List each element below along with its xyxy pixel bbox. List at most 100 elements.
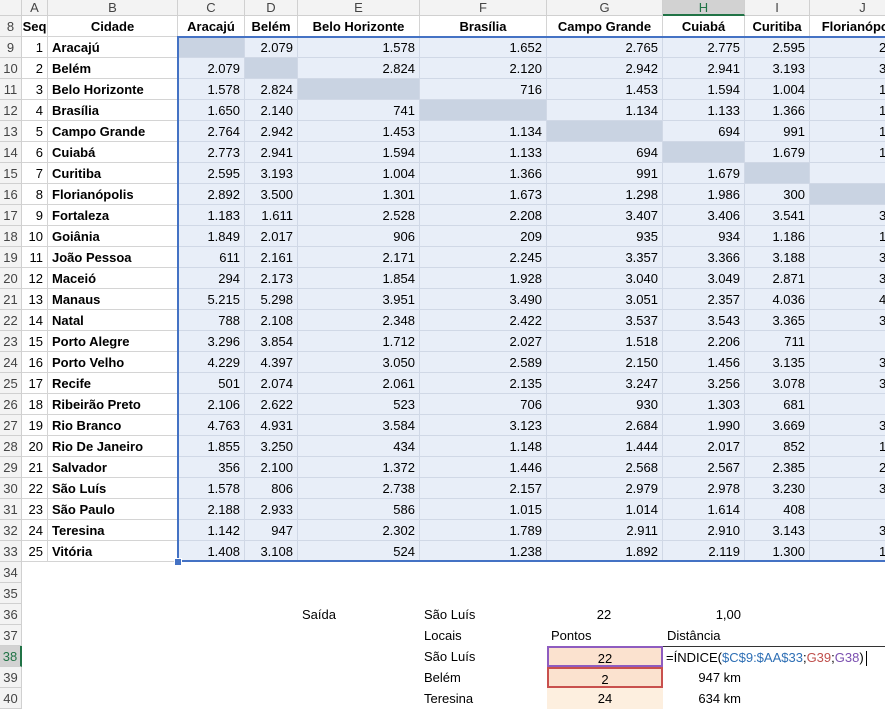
distance-cell: 2.422 xyxy=(420,310,547,331)
distance-cell: 2.595 xyxy=(745,37,810,58)
distance-cell: 1.614 xyxy=(663,499,745,520)
range-selection xyxy=(177,36,885,562)
seq-cell: 12 xyxy=(22,268,48,289)
row-header[interactable]: 38 xyxy=(0,646,22,667)
distance-cell: 930 xyxy=(547,394,663,415)
row-header[interactable]: 19 xyxy=(0,247,22,268)
distance-cell: 1.014 xyxy=(547,499,663,520)
stop-ponto[interactable]: 2 xyxy=(547,667,663,688)
column-header[interactable]: C xyxy=(178,0,245,16)
row-header[interactable]: 26 xyxy=(0,394,22,415)
stop-ponto[interactable]: 24 xyxy=(547,688,663,709)
distance-cell xyxy=(810,331,885,352)
row-header[interactable]: 29 xyxy=(0,457,22,478)
row-header[interactable]: 23 xyxy=(0,331,22,352)
row-header[interactable]: 32 xyxy=(0,520,22,541)
distance-cell: 1.990 xyxy=(663,415,745,436)
city-cell: Rio De Janeiro xyxy=(48,436,178,457)
seq-cell: 10 xyxy=(22,226,48,247)
distance-cell: 2.027 xyxy=(420,331,547,352)
distance-cell: 1.004 xyxy=(298,163,420,184)
row-header[interactable]: 34 xyxy=(0,562,22,583)
stop-ponto[interactable]: 22 xyxy=(547,646,663,667)
row-header[interactable]: 39 xyxy=(0,667,22,688)
column-header[interactable]: A xyxy=(22,0,48,16)
distance-cell: 2.017 xyxy=(663,436,745,457)
row-header[interactable]: 35 xyxy=(0,583,22,604)
row-header[interactable]: 22 xyxy=(0,310,22,331)
column-header[interactable]: G xyxy=(547,0,663,16)
distance-cell: 3.406 xyxy=(663,205,745,226)
column-header[interactable]: D xyxy=(245,0,298,16)
distance-cell: 3.541 xyxy=(745,205,810,226)
distance-cell: 1.444 xyxy=(547,436,663,457)
distance-cell: 2.206 xyxy=(663,331,745,352)
row-header[interactable]: 17 xyxy=(0,205,22,226)
table-header: Cuiabá xyxy=(663,16,745,37)
row-header[interactable]: 21 xyxy=(0,289,22,310)
row-header[interactable]: 16 xyxy=(0,184,22,205)
seq-cell: 20 xyxy=(22,436,48,457)
distance-cell: 2.622 xyxy=(245,394,298,415)
column-header[interactable]: E xyxy=(298,0,420,16)
row-header[interactable]: 9 xyxy=(0,37,22,58)
distance-cell xyxy=(298,79,420,100)
row-header[interactable]: 10 xyxy=(0,58,22,79)
distance-cell: 3.049 xyxy=(663,268,745,289)
row-header[interactable]: 13 xyxy=(0,121,22,142)
distance-cell: 3 xyxy=(810,373,885,394)
city-cell: Teresina xyxy=(48,520,178,541)
row-header[interactable]: 25 xyxy=(0,373,22,394)
row-header[interactable]: 14 xyxy=(0,142,22,163)
row-header[interactable]: 33 xyxy=(0,541,22,562)
formula-cell[interactable]: =ÍNDICE($C$9:$AA$33;G39;G38) xyxy=(663,646,885,667)
row-header[interactable]: 28 xyxy=(0,436,22,457)
distance-cell xyxy=(178,37,245,58)
distance-cell: 294 xyxy=(178,268,245,289)
row-header[interactable]: 40 xyxy=(0,688,22,709)
row-header[interactable]: 8 xyxy=(0,16,22,37)
city-cell: Recife xyxy=(48,373,178,394)
fill-handle xyxy=(174,558,182,566)
distance-cell xyxy=(810,394,885,415)
row-header[interactable]: 18 xyxy=(0,226,22,247)
row-header[interactable]: 37 xyxy=(0,625,22,646)
distance-cell: 4.036 xyxy=(745,289,810,310)
row-header[interactable]: 15 xyxy=(0,163,22,184)
row-header[interactable]: 30 xyxy=(0,478,22,499)
row-header[interactable]: 12 xyxy=(0,100,22,121)
distance-cell: 1.578 xyxy=(178,79,245,100)
distance-cell: 2 xyxy=(810,37,885,58)
distance-cell: 1.928 xyxy=(420,268,547,289)
column-header[interactable]: J xyxy=(810,0,885,16)
row-header[interactable]: 36 xyxy=(0,604,22,625)
stop-local: São Luís xyxy=(424,649,476,664)
distance-cell: 3.669 xyxy=(745,415,810,436)
distance-cell: 1.183 xyxy=(178,205,245,226)
distance-cell: 3.051 xyxy=(547,289,663,310)
column-header[interactable]: F xyxy=(420,0,547,16)
row-header[interactable]: 24 xyxy=(0,352,22,373)
distance-cell: 2.589 xyxy=(420,352,547,373)
seq-cell: 5 xyxy=(22,121,48,142)
distance-cell: 947 xyxy=(245,520,298,541)
distance-cell: 1.594 xyxy=(663,79,745,100)
row-header[interactable]: 31 xyxy=(0,499,22,520)
value: 22 xyxy=(596,607,612,622)
column-header[interactable]: H xyxy=(663,0,745,16)
distance-cell: 2.942 xyxy=(245,121,298,142)
distance-cell: 2.348 xyxy=(298,310,420,331)
distance-cell: 5.215 xyxy=(178,289,245,310)
row-header[interactable]: 27 xyxy=(0,415,22,436)
distance-cell: 3.854 xyxy=(245,331,298,352)
row-header[interactable]: 20 xyxy=(0,268,22,289)
distance-cell: 1.518 xyxy=(547,331,663,352)
column-header[interactable]: B xyxy=(48,0,178,16)
distance-cell: 4.931 xyxy=(245,415,298,436)
row-header[interactable]: 11 xyxy=(0,79,22,100)
value: 1,00 xyxy=(715,607,741,622)
distance-cell: 2.910 xyxy=(663,520,745,541)
column-header[interactable]: I xyxy=(745,0,810,16)
distance-cell: 906 xyxy=(298,226,420,247)
distance-cell: 1.986 xyxy=(663,184,745,205)
